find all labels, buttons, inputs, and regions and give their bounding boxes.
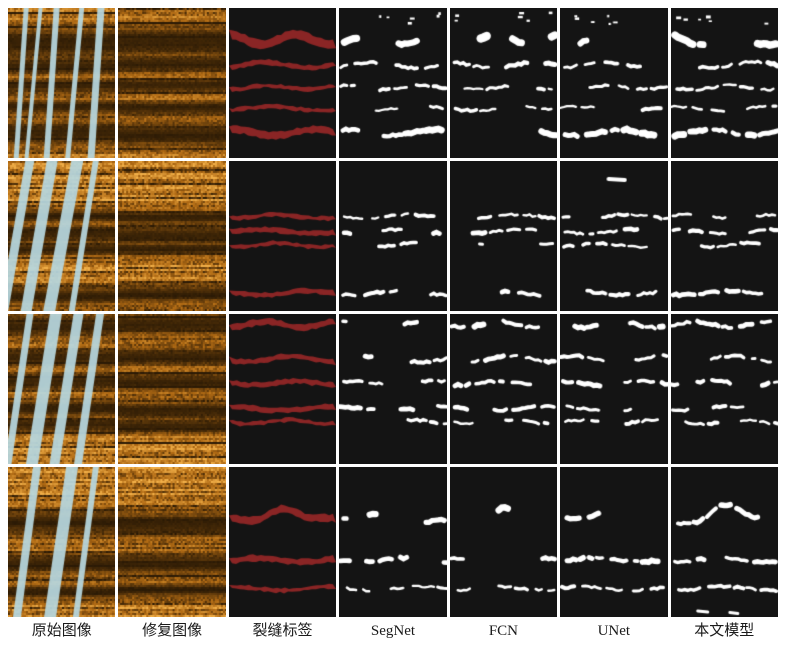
panel-row1-seg-unet: [560, 8, 668, 158]
panel-row2-inpainted: [118, 161, 226, 311]
panel-row1-original: [8, 8, 116, 158]
panel-row1-seg-segnet: [339, 8, 447, 158]
panel-row3-seg-fcn: [449, 314, 558, 464]
panel-row2-seg-unet: [560, 161, 668, 311]
panel-row4-seg-segnet: [339, 467, 447, 617]
panel-row3-seg-unet: [560, 314, 668, 464]
panel-row2-original: [8, 161, 116, 311]
caption-proposed-model: 本文模型: [694, 623, 755, 639]
panel-row1-label: [228, 8, 337, 158]
panel-row2-seg-fcn: [449, 161, 558, 311]
panel-row4-seg-unet: [560, 467, 668, 617]
caption-segnet: SegNet: [370, 623, 416, 639]
panel-row4-seg-fcn: [449, 467, 558, 617]
panel-row2-label: [228, 161, 337, 311]
panel-row1-inpainted: [118, 8, 226, 158]
panel-row3-original: [8, 314, 116, 464]
panel-row2-seg-: [670, 161, 778, 311]
caption-inpainted-image: 修复图像: [142, 623, 203, 639]
caption-original-image: 原始图像: [31, 623, 92, 639]
panel-row1-seg-fcn: [449, 8, 558, 158]
comparison-grid: [8, 8, 778, 617]
panel-row3-inpainted: [118, 314, 226, 464]
caption-row: 原始图像 修复图像 裂缝标签 SegNet FCN UNet 本文模型: [8, 617, 778, 645]
panel-row3-seg-: [670, 314, 778, 464]
panel-row4-original: [8, 467, 116, 617]
panel-row3-label: [228, 314, 337, 464]
caption-fcn: FCN: [488, 623, 519, 639]
panel-row3-seg-segnet: [339, 314, 447, 464]
caption-crack-label: 裂缝标签: [252, 623, 313, 639]
panel-row4-label: [228, 467, 337, 617]
panel-row4-seg-: [670, 467, 778, 617]
panel-row1-seg-: [670, 8, 778, 158]
caption-unet: UNet: [597, 623, 631, 639]
panel-row4-inpainted: [118, 467, 226, 617]
panel-row2-seg-segnet: [339, 161, 447, 311]
